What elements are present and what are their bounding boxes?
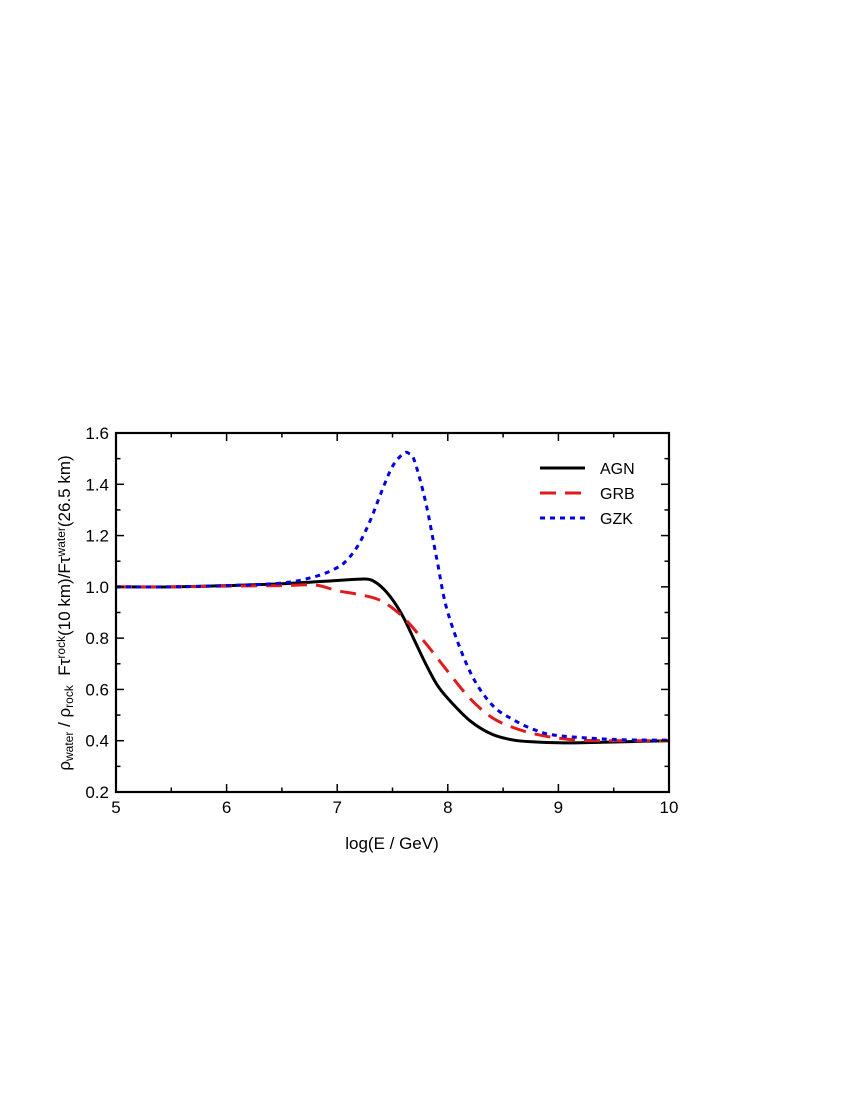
legend-label-grb: GRB (600, 486, 635, 503)
legend-label-agn: AGN (600, 461, 635, 478)
y-tick-label: 0.8 (85, 629, 109, 648)
x-axis-title: log(E / GeV) (345, 834, 439, 853)
y-tick-label: 0.2 (85, 783, 109, 802)
series-line-gzk (116, 450, 669, 742)
x-tick-label: 5 (111, 798, 120, 817)
y-tick-label: 0.6 (85, 680, 109, 699)
y-axis-title-part: / ρ (55, 708, 74, 732)
x-tick-label: 9 (554, 798, 563, 817)
x-tick-label: 10 (660, 798, 679, 817)
y-axis-title-part: water (62, 732, 76, 762)
y-tick-label: 1.2 (85, 527, 109, 546)
y-axis-title: ρwater / ρrock Fτrock(10 km)/Fτwater(26.… (54, 455, 76, 770)
legend: AGN GRB GZK (540, 461, 635, 528)
y-tick-label: 1.6 (85, 424, 109, 443)
x-tick-label: 6 (222, 798, 231, 817)
y-tick-label: 1.4 (85, 475, 109, 494)
tick-label-layer: 5 6 7 8 9 10 0.2 0.4 0.6 0.8 1.0 1.2 1.4 1.6 (85, 424, 678, 817)
axes-layer (114, 431, 671, 794)
y-axis-title-part: (26.5 km) (55, 455, 74, 527)
legend-label-gzk: GZK (600, 511, 633, 528)
y-axis-title-part: ρ (55, 761, 74, 771)
y-tick-label: 1.0 (85, 578, 109, 597)
y-tick-label: 0.4 (85, 732, 109, 751)
y-axis-title-part: Fτ (55, 658, 74, 685)
x-tick-label: 7 (332, 798, 341, 817)
y-axis-title-part: rock (62, 684, 76, 708)
y-axis-title-part: rock (54, 635, 68, 659)
series-line-agn (116, 577, 669, 745)
y-axis-title-part: water (54, 527, 68, 557)
series-layer (116, 450, 669, 745)
y-axis-title-part: (10 km)/Fτ (55, 556, 74, 636)
x-tick-label: 8 (443, 798, 452, 817)
series-line-grb (116, 583, 669, 743)
